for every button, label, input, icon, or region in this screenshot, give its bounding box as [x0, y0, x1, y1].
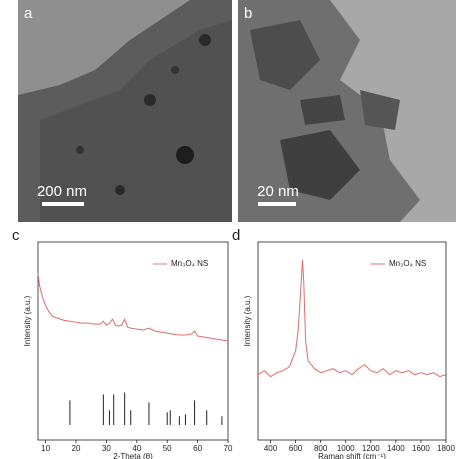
x-tick-label: 50 — [163, 444, 172, 453]
plot-frame — [257, 241, 447, 441]
y-axis-label: Intensity (a.u.) — [243, 295, 252, 346]
x-tick-label: 1800 — [437, 444, 455, 453]
x-tick-label: 30 — [102, 444, 111, 453]
x-tick-label: 400 — [264, 444, 278, 453]
panel-label: c — [12, 227, 20, 244]
legend-label: Mn₃O₄ NS — [171, 259, 208, 268]
y-axis-label: Intensity (a.u.) — [23, 295, 32, 346]
data-line — [257, 259, 447, 378]
tem-image-b: b 20 nm — [238, 0, 456, 222]
x-tick-label: 1400 — [387, 444, 405, 453]
x-axis-label: Raman shift (cm⁻¹) — [318, 452, 386, 459]
x-axis-label: 2-Theta (θ) — [113, 452, 153, 459]
legend-label: Mn₃O₄ NS — [389, 259, 426, 268]
scale-bar-label: 20 nm — [257, 183, 299, 200]
scale-bar — [42, 202, 84, 206]
x-tick-label: 1200 — [362, 444, 380, 453]
data-line — [37, 273, 229, 342]
tem-image-a: a 200 nm — [18, 0, 232, 222]
x-tick-label: 20 — [72, 444, 81, 453]
x-tick-label: 1000 — [337, 444, 355, 453]
x-tick-label: 70 — [224, 444, 233, 453]
x-tick-label: 800 — [314, 444, 328, 453]
plot-frame — [37, 241, 229, 441]
x-tick-label: 10 — [41, 444, 50, 453]
x-tick-label: 60 — [193, 444, 202, 453]
panel-label: a — [24, 5, 33, 22]
x-tick-label: 40 — [132, 444, 141, 453]
scale-bar — [258, 202, 296, 206]
x-tick-label: 1600 — [412, 444, 430, 453]
x-tick-label: 600 — [289, 444, 303, 453]
panel-label: b — [244, 5, 252, 22]
panel-label: d — [232, 227, 240, 244]
scale-bar-label: 200 nm — [37, 183, 87, 200]
